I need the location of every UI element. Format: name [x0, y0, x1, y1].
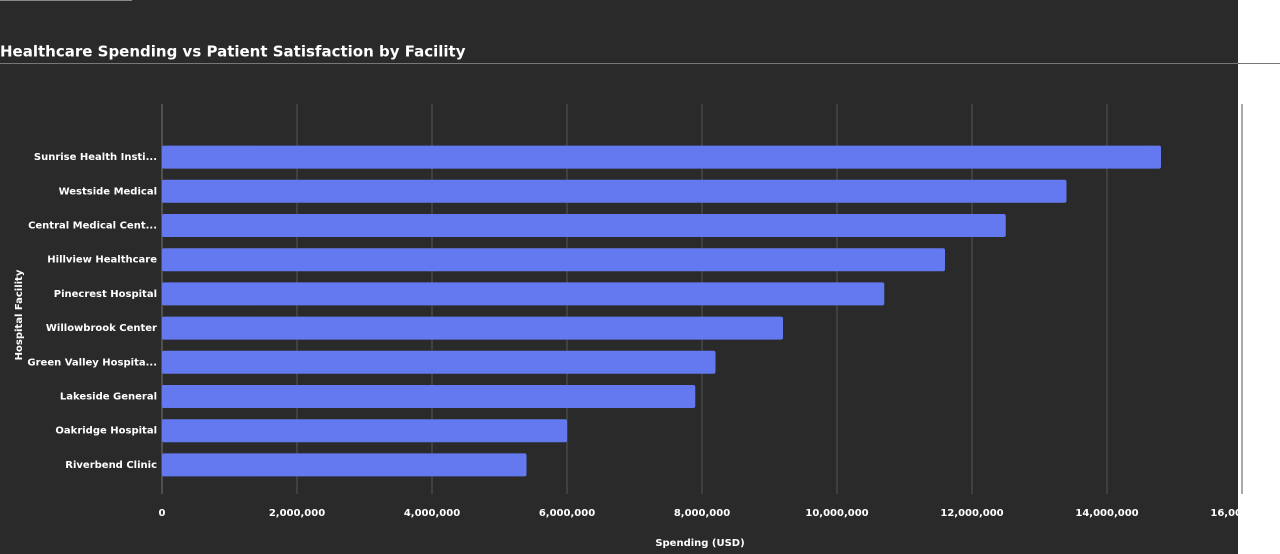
bar: [162, 179, 1067, 203]
y-tick-label: Central Medical Cent...: [28, 221, 157, 232]
y-tick-label: Green Valley Hospita...: [27, 357, 157, 368]
bar: [162, 248, 945, 272]
x-tick-label: 2,000,000: [269, 508, 325, 519]
x-tick-label: 8,000,000: [674, 508, 730, 519]
x-tick-label: 16,000,000: [1210, 508, 1273, 519]
x-axis-title: Spending (USD): [655, 538, 744, 549]
x-tick-label: 10,000,000: [805, 508, 868, 519]
bar: [162, 145, 1161, 169]
bar: [162, 453, 527, 477]
y-tick-label: Willowbrook Center: [46, 323, 157, 334]
y-tick-label: Oakridge Hospital: [55, 426, 157, 437]
x-tick-label: 0: [159, 508, 166, 519]
y-tick-label: Pinecrest Hospital: [54, 289, 157, 300]
bar: [162, 282, 885, 306]
y-tick-label: Riverbend Clinic: [65, 460, 157, 471]
x-tick-label: 6,000,000: [539, 508, 595, 519]
y-tick-label: Sunrise Health Insti...: [34, 152, 157, 163]
bar: [162, 385, 696, 408]
y-tick-label: Lakeside General: [60, 392, 157, 403]
y-tick-label: Hillview Healthcare: [47, 255, 157, 266]
x-tick-label: 14,000,000: [1075, 508, 1138, 519]
bar: [162, 214, 1006, 237]
x-tick-label: 12,000,000: [940, 508, 1003, 519]
bar: [162, 316, 783, 340]
chart-title: Healthcare Spending vs Patient Satisfact…: [0, 43, 466, 61]
bar: [162, 419, 567, 443]
y-axis-title: Hospital Facility: [14, 269, 25, 360]
x-tick-label: 4,000,000: [404, 508, 460, 519]
bar: [162, 350, 716, 374]
y-tick-label: Westside Medical: [59, 186, 157, 197]
